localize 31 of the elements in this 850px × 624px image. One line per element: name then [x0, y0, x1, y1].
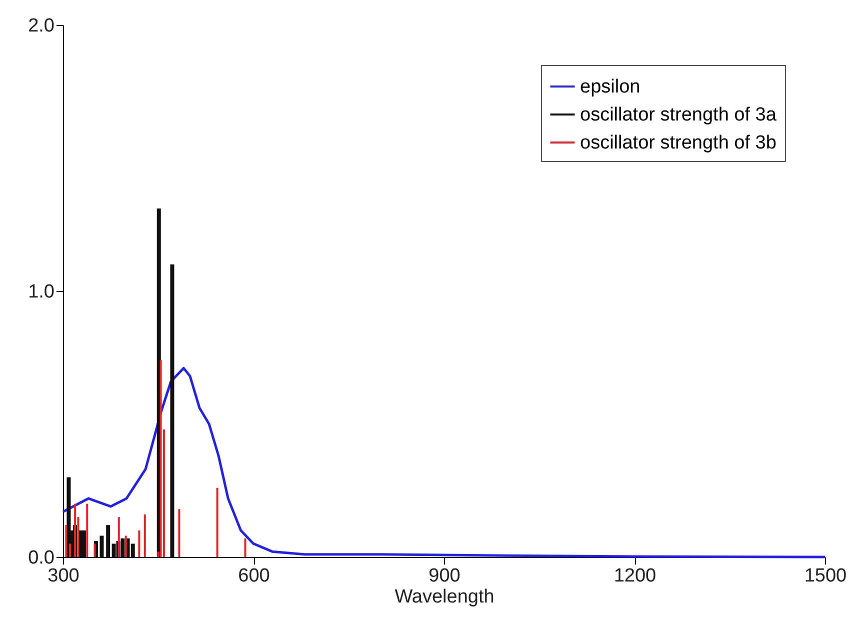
bar	[216, 488, 218, 557]
bar	[106, 525, 110, 557]
x-tick-label: 1500	[804, 566, 847, 586]
bar	[170, 264, 174, 557]
y-tick-label: 0.0	[28, 548, 54, 568]
x-tick-label: 600	[238, 566, 270, 586]
bar	[112, 544, 116, 557]
bar	[94, 544, 96, 557]
bar	[68, 544, 71, 557]
bar	[178, 509, 180, 557]
x-axis-title: Wavelength	[394, 586, 494, 608]
bar	[120, 538, 125, 557]
x-tick-label: 300	[48, 566, 80, 586]
bar	[82, 530, 86, 557]
bar	[86, 504, 88, 557]
bar	[244, 538, 246, 557]
y-tick-label: 1.0	[28, 282, 54, 302]
bar	[160, 360, 162, 557]
bar	[65, 525, 68, 557]
legend-label: epsilon	[580, 76, 640, 98]
bar	[74, 504, 76, 557]
legend-label: oscillator strength of 3a	[580, 104, 777, 126]
bar	[144, 514, 146, 557]
y-tick-label: 2.0	[28, 16, 54, 36]
bar	[66, 477, 71, 557]
bar	[138, 530, 140, 557]
bar	[118, 517, 120, 557]
bar	[124, 536, 127, 557]
x-tick-label: 900	[428, 566, 460, 586]
x-tick-label: 1200	[614, 566, 656, 586]
legend-label: oscillator strength of 3b	[580, 132, 776, 154]
